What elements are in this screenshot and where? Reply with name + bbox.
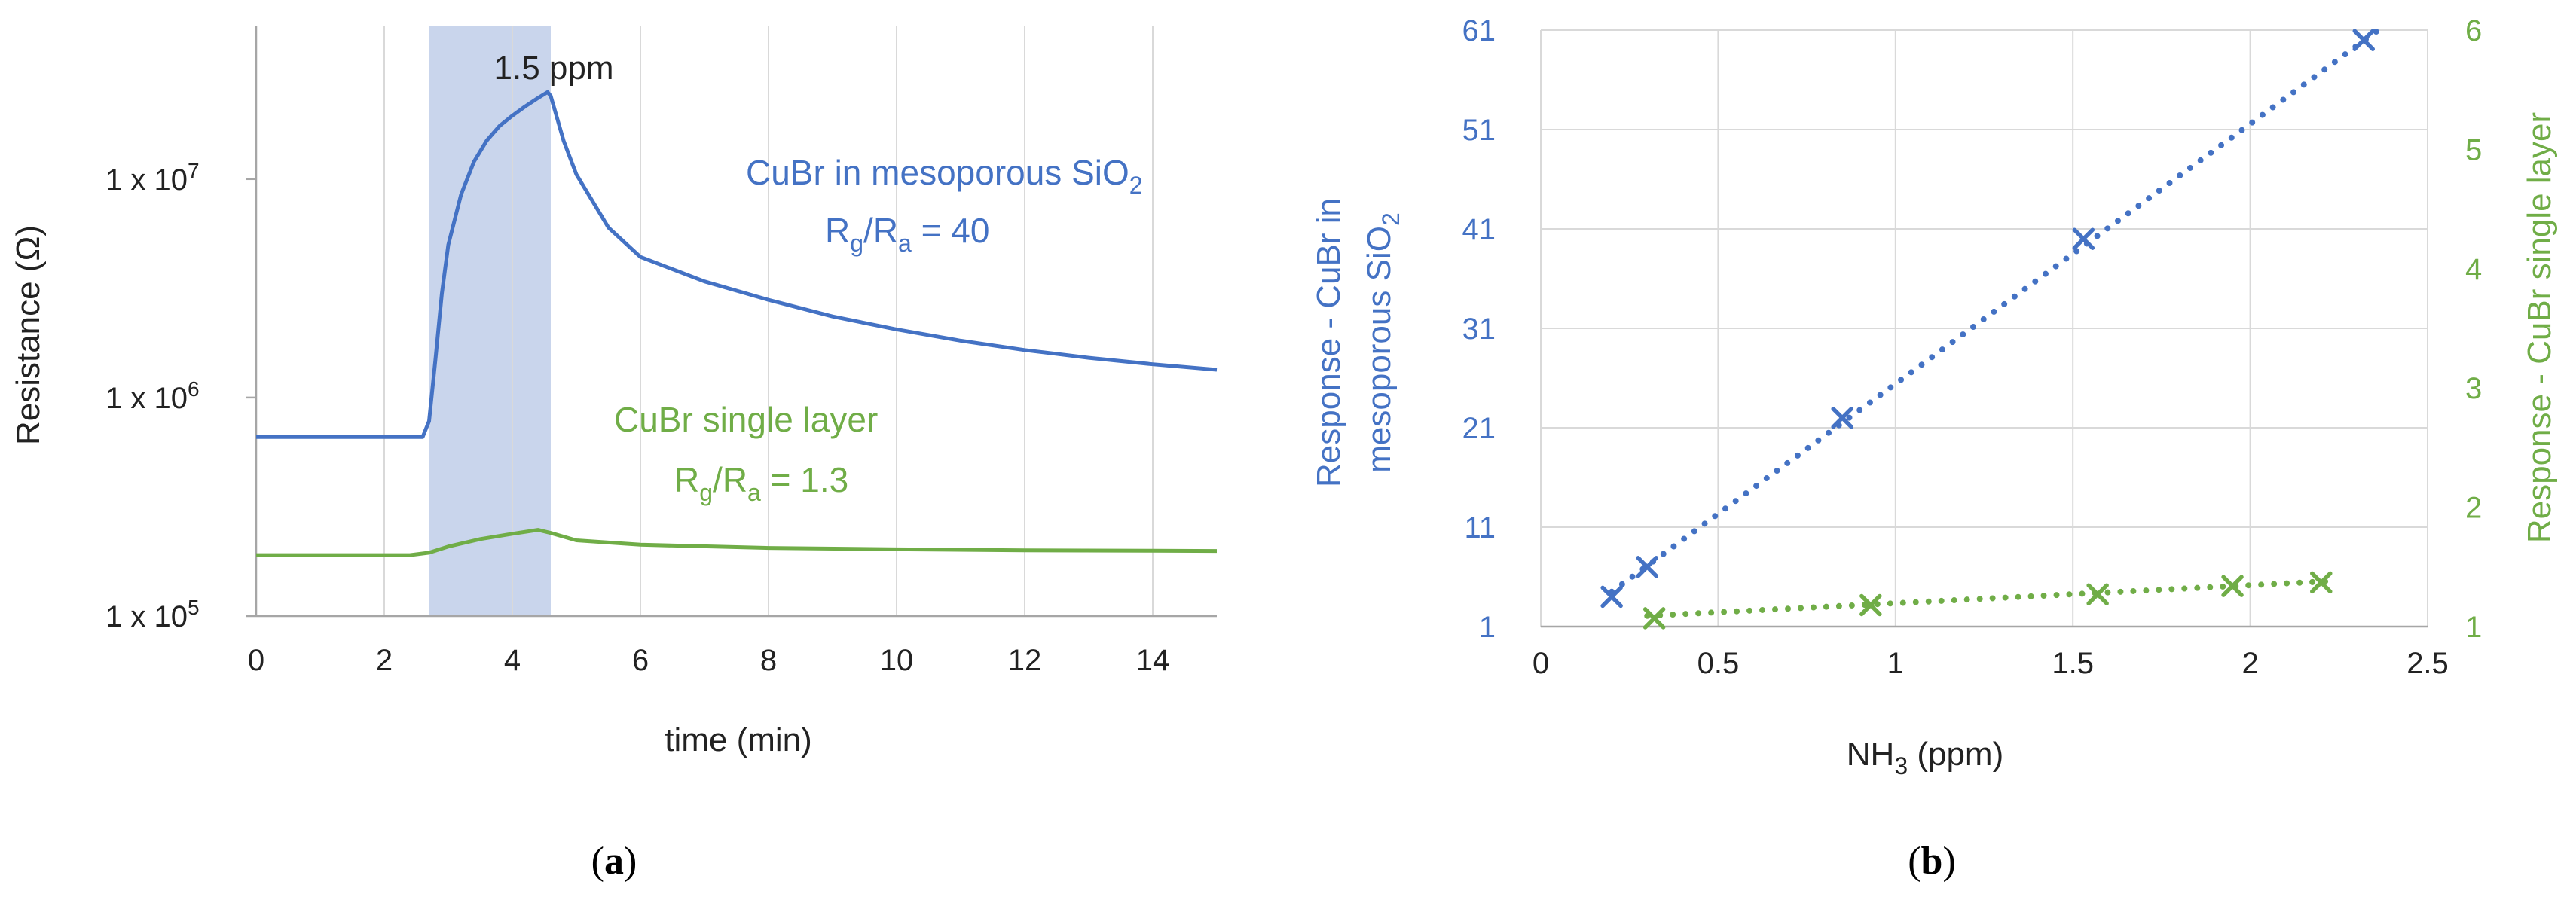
y-tick-label-right: 6 (2465, 14, 2482, 47)
data-point-single-layer (1642, 607, 1666, 630)
x-tick-label: 6 (632, 644, 649, 677)
y-axis-title-b-right: Response - CuBr single layer (2521, 112, 2558, 543)
panel-label-a: (a) (591, 840, 637, 883)
data-point-mesoporous (1636, 556, 1658, 578)
panel-label-b: (b) (1908, 840, 1956, 883)
data-point-mesoporous (1600, 585, 1623, 609)
x-tick-label: 1 (1887, 647, 1904, 680)
x-tick-label: 2 (376, 644, 393, 677)
y-tick-label-left: 1 (1479, 611, 1496, 644)
y-tick-label-left: 51 (1462, 114, 1496, 147)
x-tick-label: 2 (2241, 647, 2258, 680)
y-tick-label-left: 11 (1464, 511, 1496, 544)
y-tick-label-left: 61 (1462, 14, 1496, 47)
x-axis-title-b: NH3 (ppm) (1847, 736, 2003, 779)
y-tick-label-right: 2 (2465, 492, 2482, 525)
y-tick-label-left: 41 (1462, 213, 1496, 246)
data-point-mesoporous (2072, 227, 2095, 250)
data-point-single-layer (2221, 575, 2244, 597)
y-tick-label-right: 3 (2465, 372, 2482, 405)
data-point-single-layer (2310, 571, 2333, 594)
chart-a-resistance-vs-time: 0 2 4 6 8 10 12 14 1 x 105 1 x 106 1 x 107 1.5 pp… (10, 26, 1218, 758)
y-tick-label: 1 x 106 (105, 377, 200, 415)
x-tick-label: 2.5 (2406, 647, 2449, 680)
trendline-single-layer (1644, 578, 2332, 619)
x-tick-label: 0 (1532, 647, 1549, 680)
y-tick-label-right: 5 (2465, 133, 2482, 166)
x-tick-label: 4 (504, 644, 521, 677)
y-tick-label: 1 x 107 (105, 159, 200, 197)
x-tick-label: 12 (1008, 644, 1042, 677)
x-tick-label: 1.5 (2052, 647, 2094, 680)
data-point-mesoporous (2352, 29, 2376, 51)
exposure-label: 1.5 ppm (494, 50, 614, 87)
y-axis-title-b-left: Response - CuBr in (1310, 198, 1347, 487)
y-tick-label: 1 x 105 (105, 596, 200, 633)
y-tick-label-left: 31 (1462, 313, 1496, 346)
series-label-single-layer: CuBr single layer (614, 400, 878, 439)
data-point-mesoporous (1831, 407, 1853, 429)
series-line-mesoporous (256, 90, 1218, 439)
y-axis-title-a: Resistance (Ω) (10, 225, 47, 445)
ratio-label-mesoporous: Rg/Ra = 40 (825, 211, 989, 257)
series-line-single-layer (256, 528, 1218, 557)
data-point-single-layer (1859, 593, 1882, 617)
x-tick-label: 10 (880, 644, 914, 677)
x-axis-title-a: time (min) (665, 721, 812, 758)
exposure-shade (429, 26, 551, 616)
trendline-mesoporous (1609, 22, 2388, 595)
x-tick-label: 0.5 (1697, 647, 1740, 680)
ratio-label-single-layer: Rg/Ra = 1.3 (674, 460, 848, 506)
y-tick-label-left: 21 (1462, 412, 1496, 445)
x-tick-label: 0 (248, 644, 264, 677)
data-point-single-layer (2086, 583, 2109, 605)
y-axis-title-b-left-line2: mesoporous SiO2 (1361, 212, 1404, 473)
x-tick-label: 8 (760, 644, 777, 677)
series-label-mesoporous: CuBr in mesoporous SiO2 (746, 153, 1143, 199)
y-tick-label-right: 1 (2465, 611, 2482, 644)
y-tick-label-right: 4 (2465, 253, 2482, 286)
x-tick-label: 14 (1136, 644, 1170, 677)
